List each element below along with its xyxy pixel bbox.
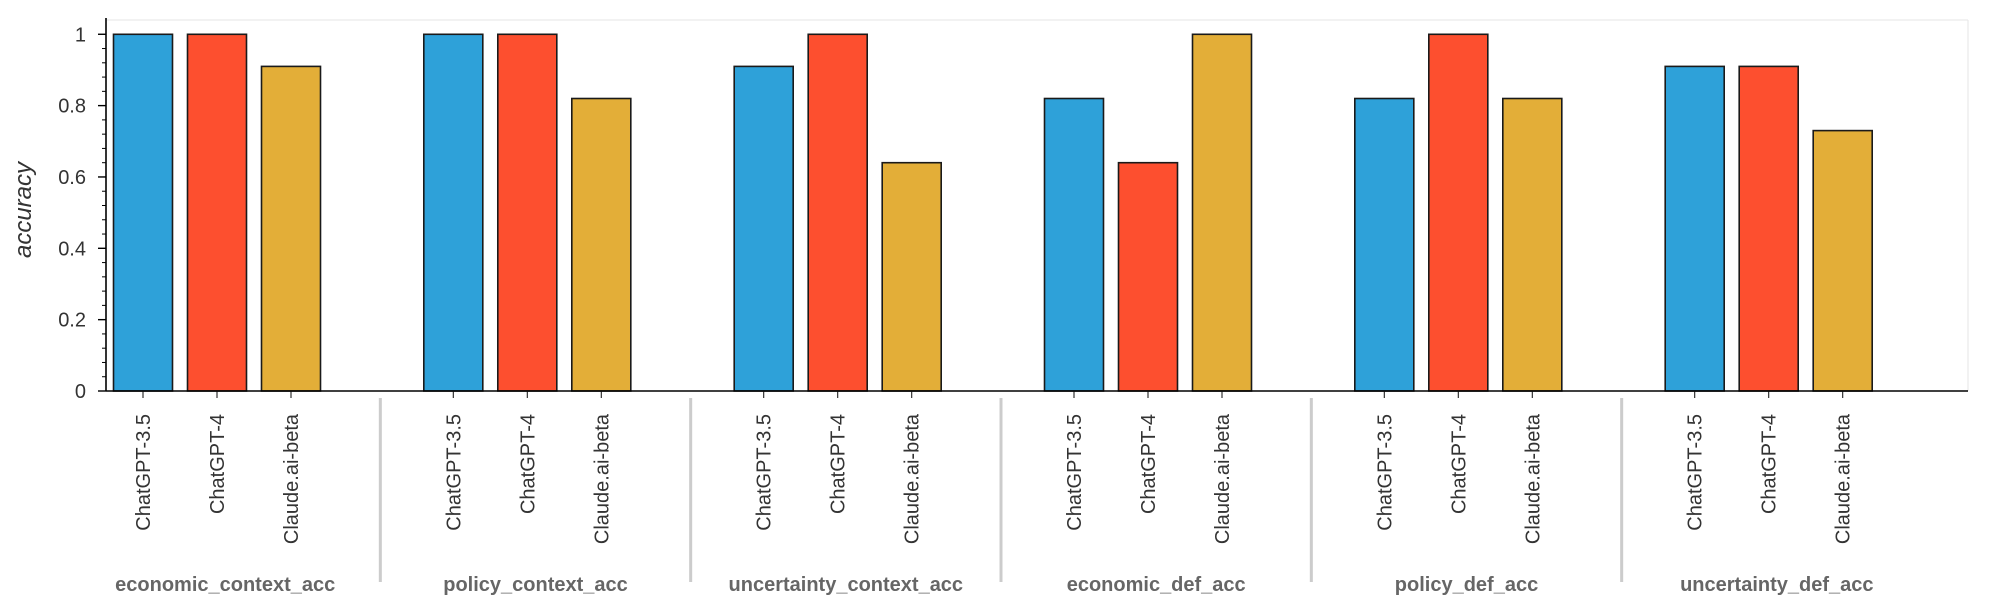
bar-uncertainty_def_acc-claude-ai-beta: [1812, 129, 1873, 392]
y-tick-label: 0: [75, 381, 86, 403]
labels-layer: ChatGPT-3.5 ChatGPT-4 Claude.ai-beta econom…: [10, 24, 1874, 596]
x-tick-label: ChatGPT-4: [1448, 414, 1470, 514]
bar-policy_context_acc-chatgpt-3-5: [422, 33, 484, 392]
x-tick-label: Claude.ai-beta: [281, 413, 303, 544]
bar-uncertainty_def_acc-chatgpt-4: [1738, 65, 1799, 392]
x-tick-label: Claude.ai-beta: [1833, 413, 1855, 544]
bar-uncertainty_def_acc-chatgpt-3-5: [1664, 65, 1725, 392]
group-label: policy_def_acc: [1395, 574, 1538, 596]
x-tick-label: Claude.ai-beta: [1212, 413, 1234, 544]
x-tick-label: ChatGPT-3.5: [1374, 414, 1396, 531]
y-tick-label: 0.8: [58, 96, 86, 118]
y-tick-label: 0.2: [58, 310, 86, 332]
x-tick-label: ChatGPT-3.5: [754, 414, 776, 531]
y-tick-label: 0.4: [58, 238, 86, 260]
bar-uncertainty_context_acc-chatgpt-3-5: [733, 65, 795, 392]
bar-policy_def_acc-chatgpt-3-5: [1354, 97, 1415, 392]
group-label: policy_context_acc: [443, 574, 628, 596]
bar-uncertainty_context_acc-claude-ai-beta: [881, 161, 943, 392]
x-tick-label: ChatGPT-4: [517, 414, 539, 514]
y-tick-label: 0.6: [58, 167, 86, 189]
bar-policy_context_acc-claude-ai-beta: [570, 97, 632, 392]
x-tick-label: ChatGPT-4: [1138, 414, 1160, 514]
y-tick-label: 1: [75, 24, 86, 46]
x-tick-label: Claude.ai-beta: [1522, 413, 1544, 544]
group-label: economic_context_acc: [115, 574, 335, 596]
bar-economic_context_acc-chatgpt-3-5: [112, 33, 174, 392]
x-tick-label: ChatGPT-4: [828, 414, 850, 514]
bar-policy_context_acc-chatgpt-4: [496, 33, 558, 392]
x-tick-label: ChatGPT-3.5: [1685, 414, 1707, 531]
group-label: economic_def_acc: [1067, 574, 1246, 596]
x-tick-label: ChatGPT-3.5: [133, 414, 155, 531]
group-label: uncertainty_context_acc: [729, 574, 964, 596]
x-tick-label: Claude.ai-beta: [902, 413, 924, 544]
bar-policy_def_acc-chatgpt-4: [1428, 33, 1489, 392]
bar-economic_context_acc-chatgpt-4: [186, 33, 248, 392]
x-tick-label: Claude.ai-beta: [591, 413, 613, 544]
bar-economic_context_acc-claude-ai-beta: [260, 65, 322, 392]
bar-policy_def_acc-claude-ai-beta: [1502, 97, 1563, 392]
x-tick-label: ChatGPT-3.5: [1064, 414, 1086, 531]
y-axis-label: accuracy: [10, 160, 37, 258]
bar-economic_def_acc-chatgpt-4: [1117, 161, 1179, 392]
x-tick-label: ChatGPT-4: [207, 414, 229, 514]
bar-economic_def_acc-claude-ai-beta: [1191, 33, 1253, 392]
x-tick-label: ChatGPT-3.5: [443, 414, 465, 531]
bar-economic_def_acc-chatgpt-3-5: [1043, 97, 1105, 392]
bars-layer: [112, 33, 1873, 392]
axes-layer: [98, 18, 1969, 582]
bar-uncertainty_context_acc-chatgpt-4: [807, 33, 869, 392]
x-tick-label: ChatGPT-4: [1759, 414, 1781, 514]
group-label: uncertainty_def_acc: [1680, 574, 1873, 596]
